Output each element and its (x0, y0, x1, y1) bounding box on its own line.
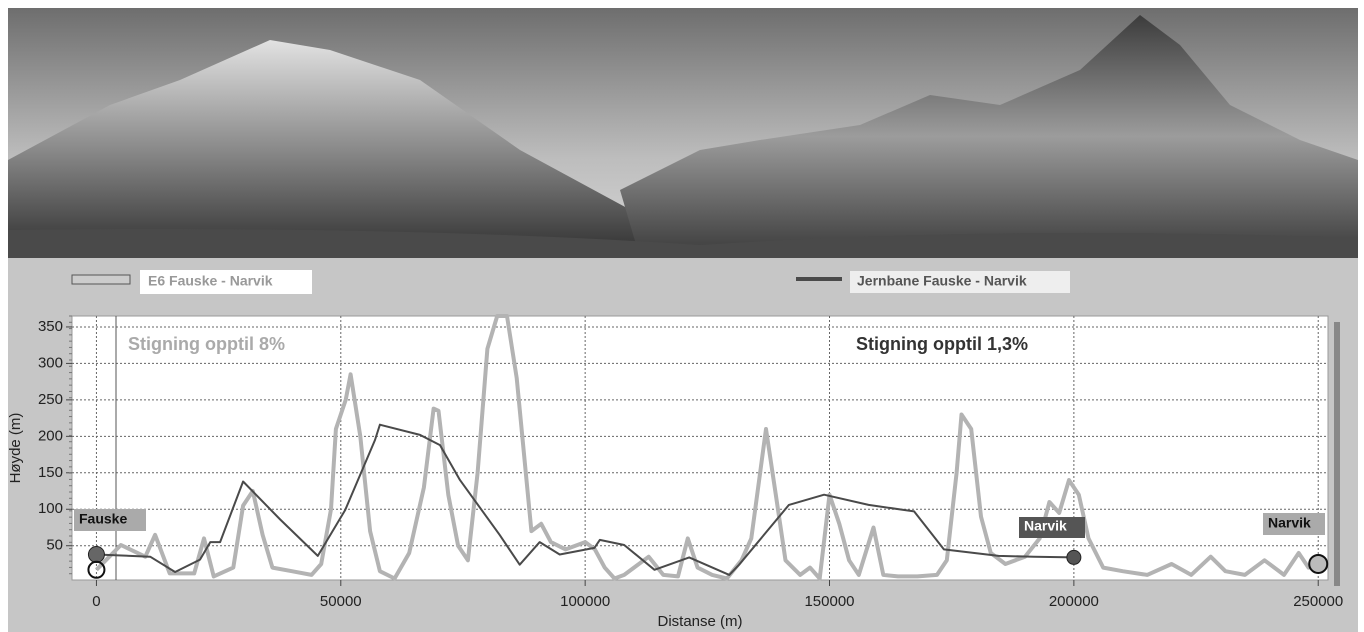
plot-shadow (1334, 322, 1340, 586)
series (87, 314, 1329, 581)
series-line (96, 423, 1074, 576)
y-tick-label: 50 (46, 537, 63, 554)
legend-box (140, 270, 312, 294)
annotation-box (1263, 513, 1325, 535)
legend: E6 Fauske - Narvik Jernbane Fauske - Nar… (71, 270, 1070, 294)
annotation: Fauske (79, 511, 127, 527)
y-tick-label: 100 (38, 500, 63, 517)
legend-label: Jernbane Fauske - Narvik (857, 273, 1027, 289)
x-axis-label: Distanse (m) (657, 613, 742, 630)
grid (66, 315, 1328, 586)
x-tick-label: 0 (92, 593, 100, 610)
plot-area (71, 315, 1329, 581)
endpoint-marker (1066, 549, 1082, 565)
x-tick-label: 150000 (804, 593, 854, 610)
endpoint-marker (1308, 553, 1329, 574)
photo (8, 8, 1358, 258)
endpoint-marker (87, 545, 105, 563)
y-axis-label: Høyde (m) (7, 413, 24, 484)
annotation-box (74, 509, 146, 531)
legend-swatch (71, 274, 131, 285)
x-tick-label: 250000 (1293, 593, 1343, 610)
annotation-box (1019, 517, 1085, 538)
annotation: Stigning opptil 1,3% (856, 334, 1028, 354)
endpoint-marker (87, 560, 106, 579)
y-tick-label: 300 (38, 354, 63, 371)
x-tick-label: 50000 (320, 593, 362, 610)
y-tick-label: 150 (38, 464, 63, 481)
y-tick-label: 350 (38, 318, 63, 335)
legend-label: E6 Fauske - Narvik (148, 273, 273, 289)
annotation: Narvik (1268, 515, 1311, 531)
series-line (94, 314, 1319, 581)
annotation: Stigning opptil 8% (128, 334, 285, 354)
y-tick-label: 250 (38, 391, 63, 408)
annotation: Narvik (1024, 518, 1067, 534)
x-tick-label: 200000 (1049, 593, 1099, 610)
y-tick-label: 200 (38, 427, 63, 444)
legend-box (850, 271, 1070, 293)
x-tick-label: 100000 (560, 593, 610, 610)
